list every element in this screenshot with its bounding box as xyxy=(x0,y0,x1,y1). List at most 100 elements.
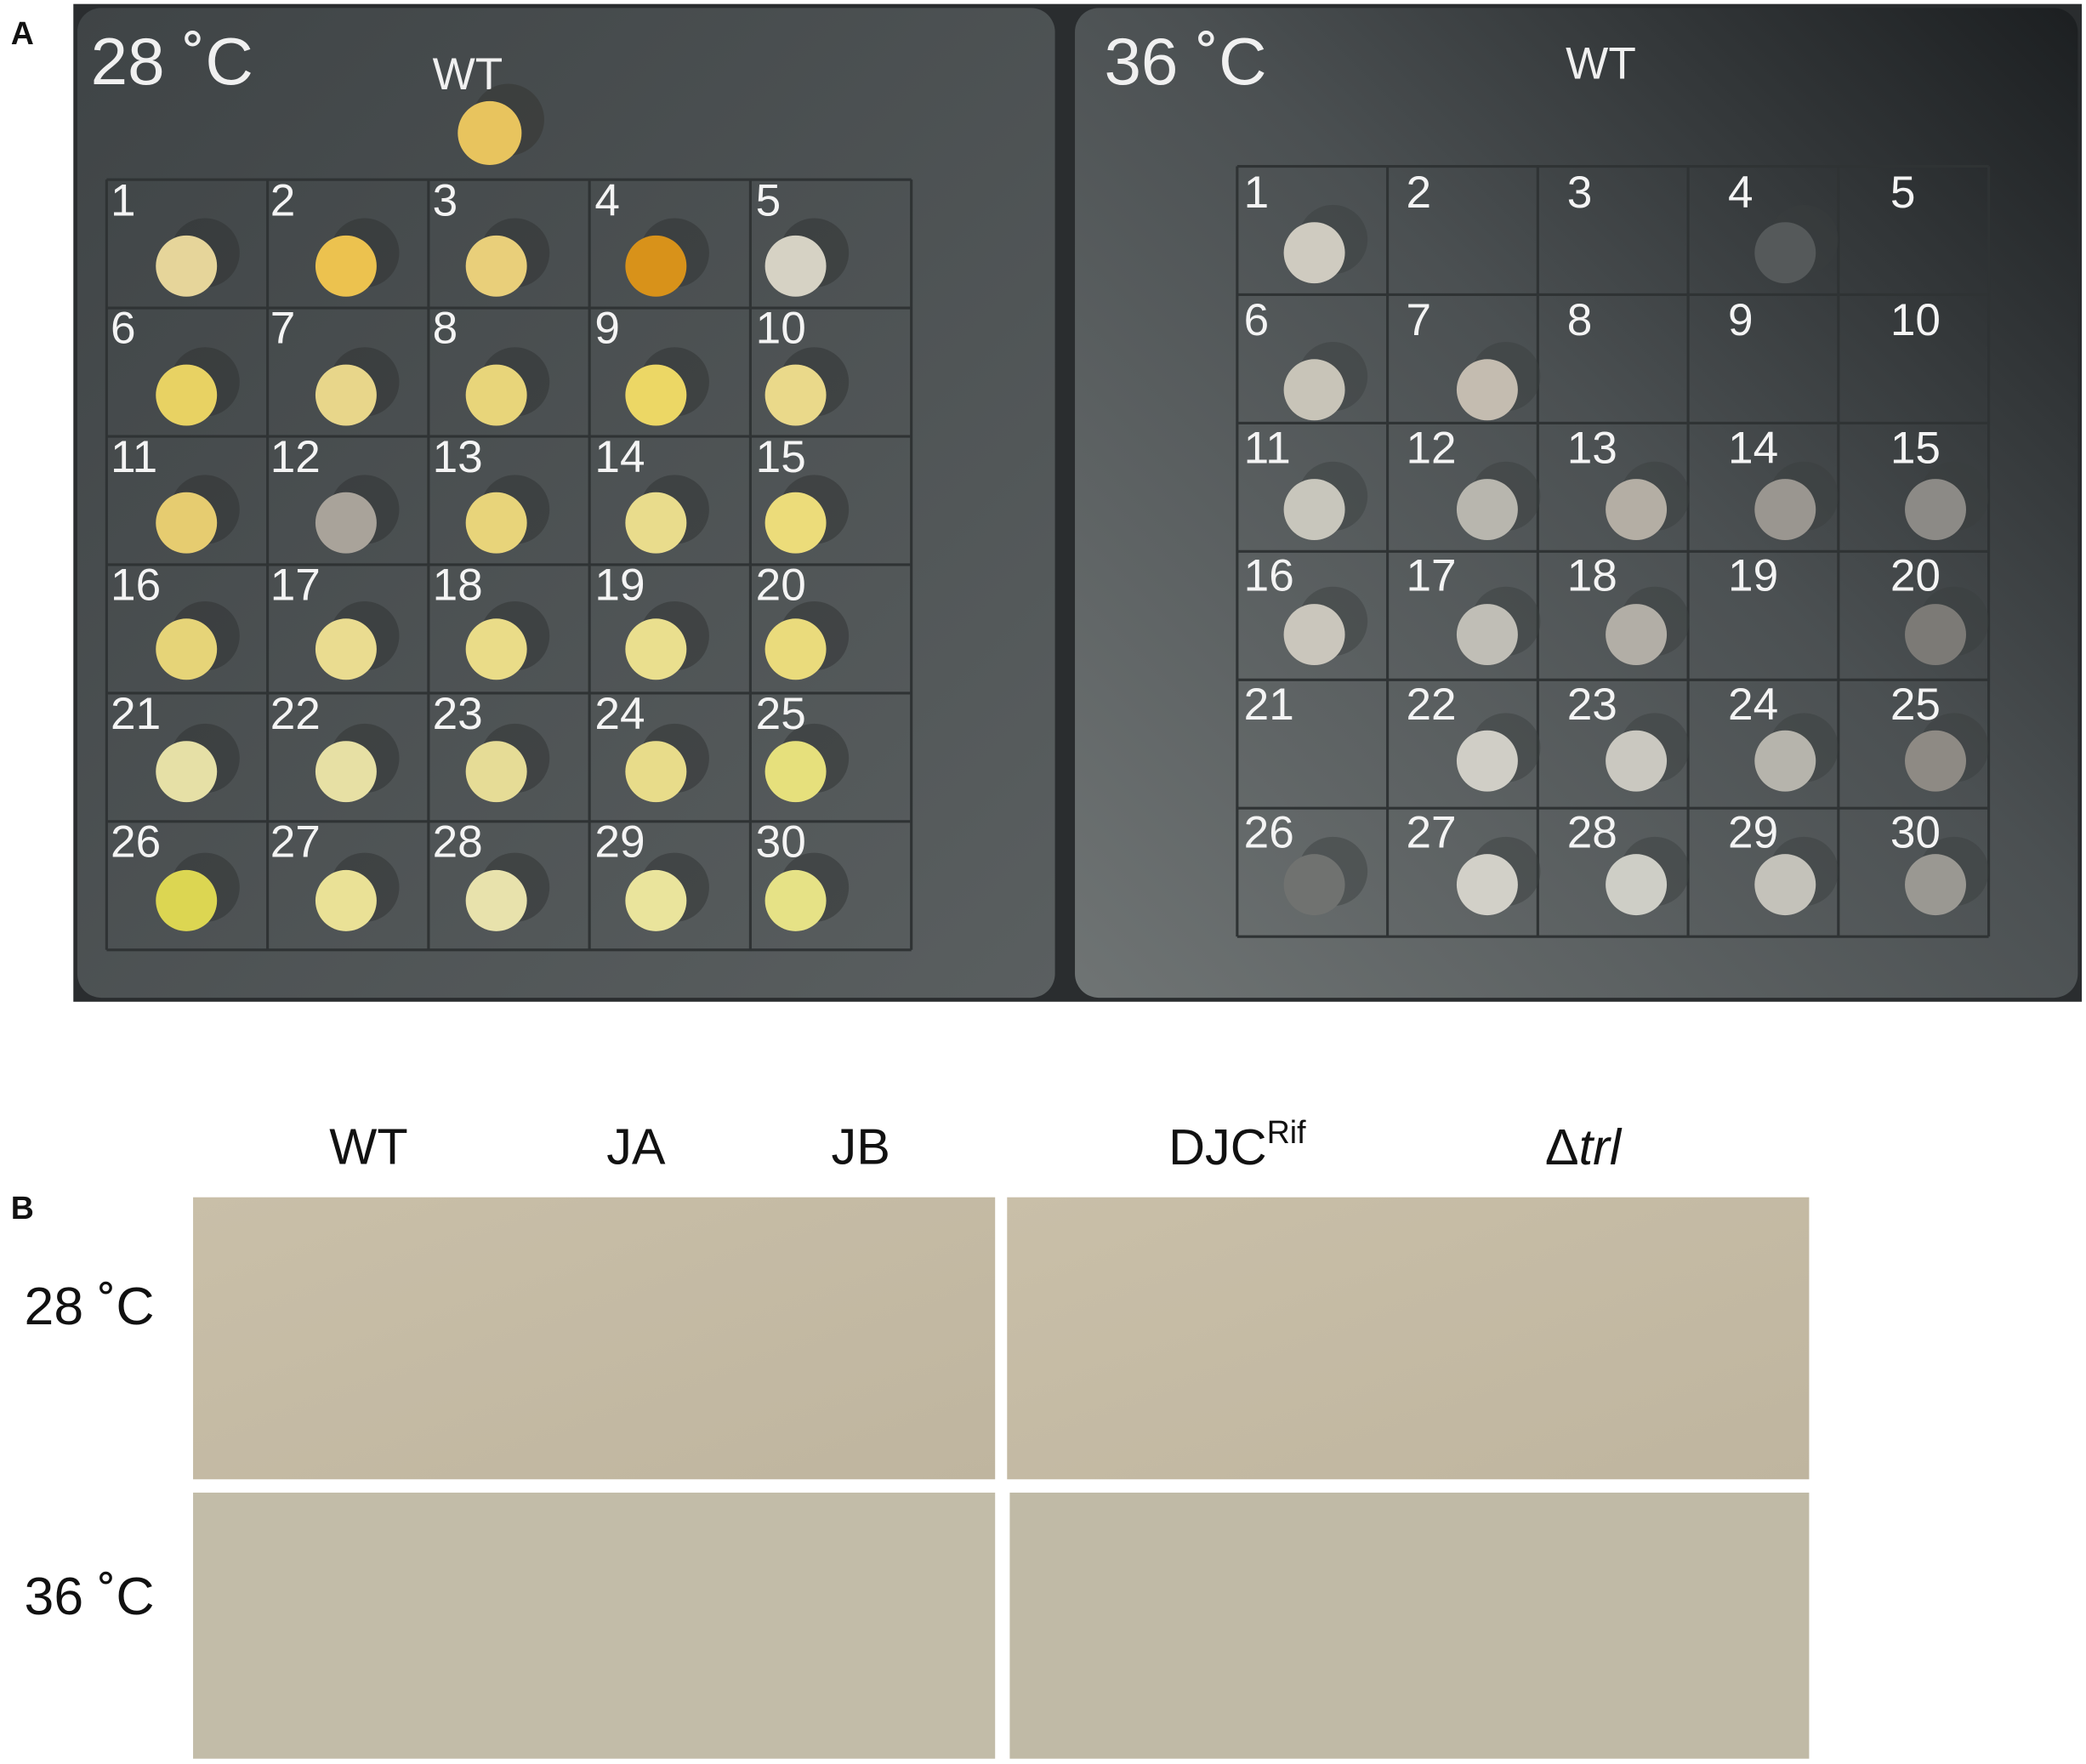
colony xyxy=(764,618,827,680)
row-label: 36 ˚C xyxy=(25,1567,155,1626)
spot-label: 16 xyxy=(1244,550,1294,600)
column-label: JB xyxy=(832,1118,890,1175)
photo-b xyxy=(1007,1197,1810,1480)
spot-label: 26 xyxy=(111,817,161,867)
column-label: WT xyxy=(329,1118,407,1175)
colony xyxy=(1905,604,1966,666)
colony xyxy=(625,235,687,297)
column-label-superscript: Rif xyxy=(1267,1114,1306,1150)
colony xyxy=(1754,222,1816,284)
colony xyxy=(764,741,827,803)
spot-label: 17 xyxy=(270,560,321,610)
colony xyxy=(764,869,827,931)
colony xyxy=(1754,854,1816,916)
colony xyxy=(465,492,527,554)
colony xyxy=(1754,730,1816,792)
row-label: 28 ˚C xyxy=(25,1277,155,1336)
colony xyxy=(465,618,527,680)
colony xyxy=(1606,604,1668,666)
colony xyxy=(1606,479,1668,541)
spot-label: 22 xyxy=(1407,680,1457,730)
spot-label: 21 xyxy=(111,689,161,739)
panel-label: B xyxy=(11,1190,34,1226)
spot-label: 5 xyxy=(756,175,782,225)
colony xyxy=(1456,604,1518,666)
spot-label: 29 xyxy=(1728,807,1778,857)
colony xyxy=(1456,359,1518,421)
spot-label: 8 xyxy=(433,304,458,354)
spot-label: 25 xyxy=(1890,680,1941,730)
colony xyxy=(156,741,218,803)
spot-label: 25 xyxy=(756,689,806,739)
column-label: JA xyxy=(606,1118,666,1175)
spot-label: 23 xyxy=(1567,680,1617,730)
column-label: DJCRif xyxy=(1168,1114,1306,1175)
colony xyxy=(315,364,377,426)
colony xyxy=(764,364,827,426)
plate-temperature: 28 ˚C xyxy=(91,24,253,99)
colony xyxy=(1456,730,1518,792)
spot-label: 10 xyxy=(756,304,806,354)
spot-label: 20 xyxy=(1890,550,1941,600)
spot-label: 16 xyxy=(111,560,161,610)
spot-label: 26 xyxy=(1244,807,1294,857)
column-label-prefix: Δ xyxy=(1545,1118,1579,1175)
colony xyxy=(1456,479,1518,541)
colony xyxy=(465,741,527,803)
spot-label: 5 xyxy=(1890,168,1916,218)
spot-label: 24 xyxy=(1728,680,1778,730)
spot-label: 30 xyxy=(1890,807,1941,857)
colony xyxy=(625,618,687,680)
spot-label: 23 xyxy=(433,689,483,739)
colony xyxy=(1283,604,1345,666)
spot-label: 29 xyxy=(594,817,645,867)
column-label: Δtrl xyxy=(1545,1118,1623,1175)
spot-label: 9 xyxy=(1728,295,1753,345)
colony xyxy=(1283,359,1345,421)
colony xyxy=(315,492,377,554)
spot-label: 1 xyxy=(1244,168,1270,218)
column-label-text: DJC xyxy=(1168,1118,1267,1175)
spot-label: 27 xyxy=(270,817,321,867)
spot-label: 18 xyxy=(433,560,483,610)
spot-label: 4 xyxy=(594,175,620,225)
spot-label: 1 xyxy=(111,175,136,225)
spot-label: 15 xyxy=(1890,423,1941,473)
spot-label: 14 xyxy=(1728,423,1778,473)
spot-label: 15 xyxy=(756,432,806,482)
colony xyxy=(315,235,377,297)
colony xyxy=(156,618,218,680)
colony xyxy=(1905,730,1966,792)
photo-b xyxy=(1009,1492,1810,1759)
colony xyxy=(1456,854,1518,916)
column-label-italic: trl xyxy=(1579,1118,1623,1175)
colony xyxy=(1283,479,1345,541)
spot-label: 2 xyxy=(270,175,296,225)
spot-label: 28 xyxy=(433,817,483,867)
colony xyxy=(625,741,687,803)
spot-label: 18 xyxy=(1567,550,1617,600)
spot-label: 11 xyxy=(111,432,157,482)
spot-label: 8 xyxy=(1567,295,1593,345)
control-label: WT xyxy=(433,49,503,100)
spot-label: 10 xyxy=(1890,295,1941,345)
panel-label: A xyxy=(11,15,34,51)
colony xyxy=(1283,222,1345,284)
colony xyxy=(764,492,827,554)
colony xyxy=(625,492,687,554)
colony xyxy=(465,235,527,297)
colony xyxy=(156,492,218,554)
colony xyxy=(156,869,218,931)
spot-label: 7 xyxy=(1407,295,1432,345)
colony xyxy=(315,618,377,680)
spot-label: 19 xyxy=(594,560,645,610)
control-label: WT xyxy=(1566,38,1636,88)
spot-label: 13 xyxy=(433,432,483,482)
spot-label: 22 xyxy=(270,689,321,739)
colony xyxy=(625,869,687,931)
spot-label: 20 xyxy=(756,560,806,610)
photo-b xyxy=(193,1197,996,1480)
spot-label: 14 xyxy=(594,432,645,482)
